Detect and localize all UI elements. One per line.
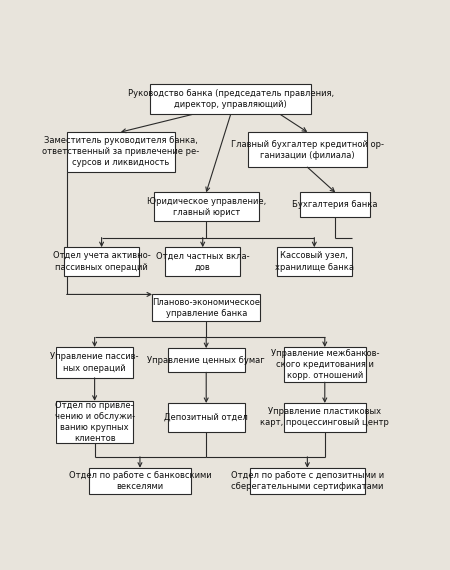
FancyBboxPatch shape	[165, 247, 240, 276]
FancyBboxPatch shape	[301, 193, 370, 217]
FancyBboxPatch shape	[277, 247, 352, 276]
FancyBboxPatch shape	[284, 403, 366, 431]
FancyBboxPatch shape	[248, 132, 367, 167]
FancyBboxPatch shape	[168, 403, 245, 431]
Text: Юридическое управление,
главный юрист: Юридическое управление, главный юрист	[147, 197, 266, 217]
FancyBboxPatch shape	[64, 247, 139, 276]
Text: Управление пассив-
ных операций: Управление пассив- ных операций	[50, 352, 139, 373]
FancyBboxPatch shape	[250, 468, 365, 494]
Text: Депозитный отдел: Депозитный отдел	[164, 413, 248, 422]
Text: Отдел частных вкла-
дов: Отдел частных вкла- дов	[156, 251, 250, 271]
Text: Отдел по привле-
чению и обслужи-
ванию крупных
клиентов: Отдел по привле- чению и обслужи- ванию …	[54, 401, 135, 443]
FancyBboxPatch shape	[152, 295, 260, 321]
Text: Управление межбанков-
ского кредитования и
корр. отношений: Управление межбанков- ского кредитования…	[270, 349, 379, 380]
Text: Управление пластиковых
карт, процессинговый центр: Управление пластиковых карт, процессинго…	[261, 408, 389, 428]
FancyBboxPatch shape	[90, 468, 190, 494]
Text: Заместитель руководителя банка,
ответственный за привлечение ре-
сурсов и ликвид: Заместитель руководителя банка, ответств…	[42, 136, 199, 168]
Text: Отдел учета активно-
пассивных операций: Отдел учета активно- пассивных операций	[53, 251, 150, 271]
Text: Отдел по работе с банковскими
векселями: Отдел по работе с банковскими векселями	[69, 471, 211, 491]
Text: Руководство банка (председатель правления,
директор, управляющий): Руководство банка (председатель правлени…	[127, 89, 334, 109]
Text: Планово-экономическое
управление банка: Планово-экономическое управление банка	[152, 298, 260, 317]
Text: Главный бухгалтер кредитной ор-
ганизации (филиала): Главный бухгалтер кредитной ор- ганизаци…	[231, 140, 384, 160]
Text: Кассовый узел,
хранилище банка: Кассовый узел, хранилище банка	[275, 251, 354, 271]
FancyBboxPatch shape	[56, 401, 133, 442]
Text: Управление ценных бумаг: Управление ценных бумаг	[148, 356, 265, 365]
FancyBboxPatch shape	[154, 193, 259, 221]
FancyBboxPatch shape	[284, 347, 366, 382]
FancyBboxPatch shape	[168, 348, 245, 372]
FancyBboxPatch shape	[67, 132, 175, 172]
Text: Отдел по работе с депозитными и
сберегательными сертификатами: Отдел по работе с депозитными и сберегат…	[231, 471, 384, 491]
FancyBboxPatch shape	[150, 84, 311, 115]
Text: Бухгалтерия банка: Бухгалтерия банка	[292, 200, 378, 209]
FancyBboxPatch shape	[56, 347, 133, 378]
